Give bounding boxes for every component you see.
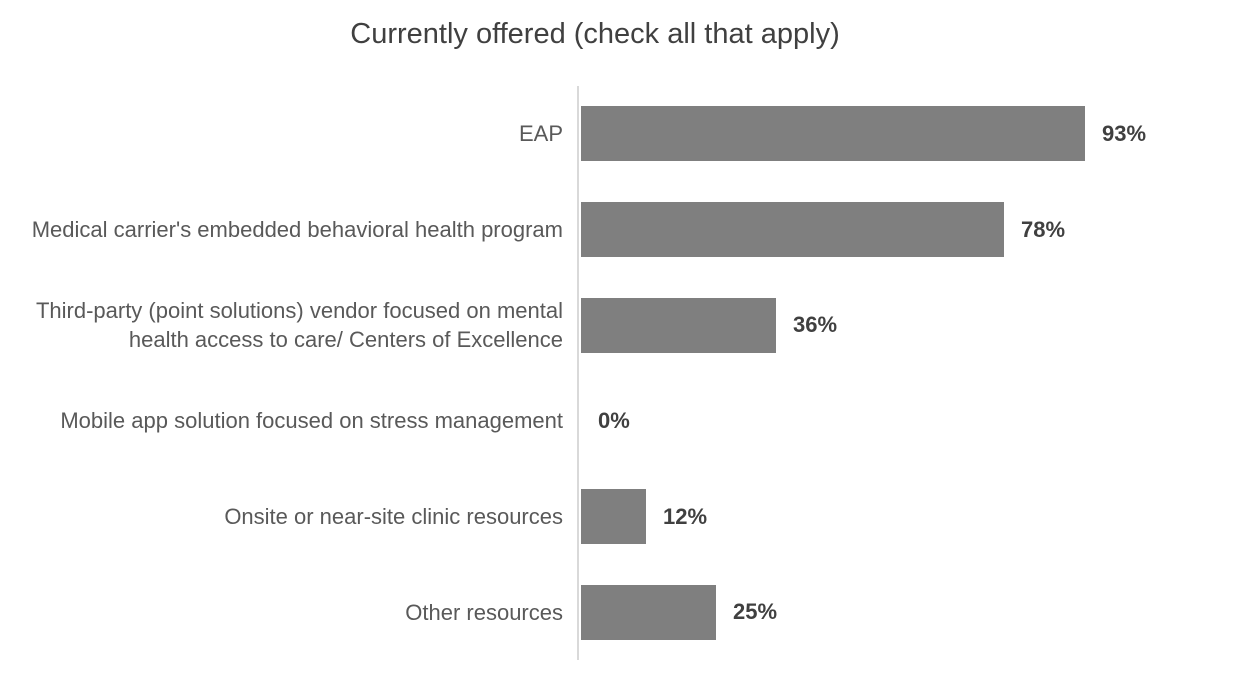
plot-area: EAP 93% Medical carrier's embedded behavio… <box>0 86 1243 660</box>
bar-row: Mobile app solution focused on stress ma… <box>0 373 1243 469</box>
bar-track: 36% <box>579 297 1243 353</box>
value-label: 25% <box>733 599 778 625</box>
bar <box>581 106 1085 162</box>
bar-track: 12% <box>579 489 1243 545</box>
bar <box>581 489 646 545</box>
bar-row: Third-party (point solutions) vendor foc… <box>0 277 1243 373</box>
category-label: Onsite or near-site clinic resources <box>224 504 563 529</box>
y-axis-line <box>577 86 579 660</box>
bar-track: 78% <box>579 202 1243 257</box>
bar-rows: EAP 93% Medical carrier's embedded behavio… <box>0 86 1243 660</box>
value-label: 93% <box>1102 120 1147 146</box>
value-label: 78% <box>1021 216 1066 242</box>
bar-row: Other resources 25% <box>0 564 1243 660</box>
value-label: 0% <box>598 407 630 433</box>
bar <box>581 584 716 640</box>
category-label: EAP <box>518 121 563 147</box>
category-label: Third-party (point solutions) vendor foc… <box>35 298 563 353</box>
bar <box>581 297 776 353</box>
bar <box>581 202 1004 257</box>
value-label: 12% <box>663 503 708 529</box>
chart-title: Currently offered (check all that apply) <box>350 18 840 50</box>
bar-row: Medical carrier's embedded behavioral he… <box>0 182 1243 278</box>
bar-track: 0% <box>579 393 1243 448</box>
value-label: 36% <box>793 312 838 338</box>
bar-track: 93% <box>579 106 1243 162</box>
bar-row: Onsite or near-site clinic resources 12% <box>0 469 1243 565</box>
bar-row: EAP 93% <box>0 86 1243 182</box>
bar-track: 25% <box>579 584 1243 640</box>
category-label: Other resources <box>405 599 563 625</box>
category-label: Medical carrier's embedded behavioral he… <box>31 216 563 242</box>
category-label: Mobile app solution focused on stress ma… <box>60 408 563 434</box>
